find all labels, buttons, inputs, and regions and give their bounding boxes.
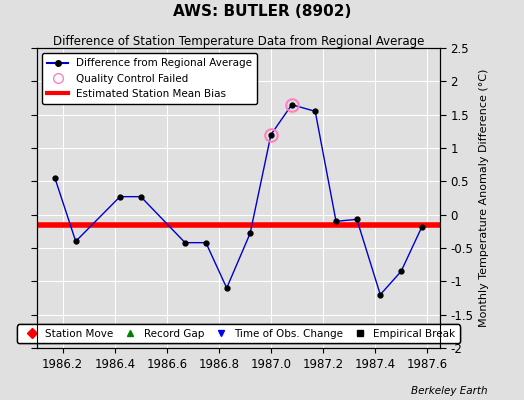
Text: AWS: BUTLER (8902): AWS: BUTLER (8902) xyxy=(173,4,351,19)
Legend: Station Move, Record Gap, Time of Obs. Change, Empirical Break: Station Move, Record Gap, Time of Obs. C… xyxy=(17,324,460,343)
Y-axis label: Monthly Temperature Anomaly Difference (°C): Monthly Temperature Anomaly Difference (… xyxy=(479,69,489,327)
Title: Difference of Station Temperature Data from Regional Average: Difference of Station Temperature Data f… xyxy=(53,35,424,48)
Text: Berkeley Earth: Berkeley Earth xyxy=(411,386,487,396)
